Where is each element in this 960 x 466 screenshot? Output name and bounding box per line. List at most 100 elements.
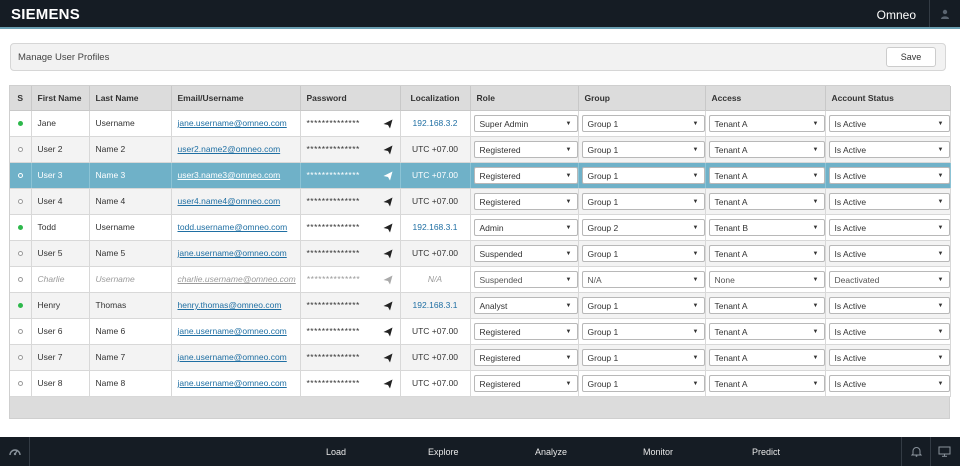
nav-explore[interactable]: Explore (428, 447, 459, 457)
send-icon[interactable] (383, 197, 393, 207)
gauge-icon[interactable] (8, 445, 22, 459)
table-row[interactable]: User 7 Name 7 jane.username@omneo.com *****… (10, 344, 951, 371)
access-select[interactable]: Tenant A ▼ (708, 296, 824, 314)
localization-value[interactable]: 192.168.3.2 (412, 118, 458, 128)
nav-monitor[interactable]: Monitor (643, 447, 674, 457)
col-header-status[interactable]: S (10, 86, 32, 111)
access-select[interactable]: Tenant A ▼ (708, 140, 824, 158)
email-link[interactable]: jane.username@omneo.com (177, 118, 287, 128)
col-header-password[interactable]: Password (300, 86, 401, 111)
send-icon[interactable] (383, 275, 393, 285)
account-status-select[interactable]: Is Active ▼ (828, 114, 949, 132)
access-select[interactable]: Tenant A ▼ (708, 244, 824, 262)
col-header-email[interactable]: Email/Username (171, 86, 301, 111)
screen-icon[interactable] (938, 446, 951, 457)
col-header-localization[interactable]: Localization (400, 86, 471, 111)
email-link[interactable]: jane.username@omneo.com (177, 378, 287, 388)
group-select[interactable]: Group 1 ▼ (581, 244, 704, 262)
role-select[interactable]: Registered ▼ (473, 140, 577, 158)
send-icon[interactable] (383, 171, 393, 181)
access-select[interactable]: Tenant A ▼ (708, 322, 824, 340)
account-status-select[interactable]: Is Active ▼ (828, 218, 949, 236)
table-row[interactable]: User 4 Name 4 user4.name4@omneo.com *******… (10, 188, 951, 215)
table-row[interactable]: User 2 Name 2 user2.name2@omneo.com *******… (10, 136, 951, 163)
send-icon[interactable] (383, 353, 393, 363)
table-row[interactable]: User 6 Name 6 jane.username@omneo.com *****… (10, 318, 951, 345)
role-select[interactable]: Super Admin ▼ (473, 114, 577, 132)
save-button[interactable]: Save (886, 47, 936, 67)
access-select[interactable]: Tenant A ▼ (708, 374, 824, 392)
nav-load[interactable]: Load (326, 447, 347, 457)
send-icon[interactable] (383, 249, 393, 259)
table-row[interactable]: Charlie Username charlie.username@omneo.co… (10, 266, 951, 293)
table-row[interactable]: Henry Thomas henry.thomas@omneo.com *******… (10, 292, 951, 319)
user-icon[interactable] (940, 9, 950, 19)
group-select[interactable]: Group 1 ▼ (581, 374, 704, 392)
group-select[interactable]: Group 1 ▼ (581, 348, 704, 366)
role-select[interactable]: Registered ▼ (473, 322, 577, 340)
send-icon[interactable] (383, 327, 393, 337)
account-status-select[interactable]: Is Active ▼ (828, 192, 949, 210)
group-select[interactable]: Group 1 ▼ (581, 192, 704, 210)
role-select[interactable]: Registered ▼ (473, 348, 577, 366)
access-select[interactable]: Tenant A ▼ (708, 348, 824, 366)
send-icon[interactable] (383, 223, 393, 233)
send-icon[interactable] (383, 145, 393, 155)
account-status-select[interactable]: Is Active ▼ (828, 140, 949, 158)
account-status-select[interactable]: Deactivated ▼ (828, 270, 949, 288)
email-link[interactable]: todd.username@omneo.com (177, 222, 288, 232)
bell-icon[interactable] (911, 446, 922, 457)
group-select[interactable]: Group 2 ▼ (581, 218, 704, 236)
account-status-select[interactable]: Is Active ▼ (828, 374, 949, 392)
access-select[interactable]: Tenant B ▼ (708, 218, 824, 236)
access-select[interactable]: Tenant A ▼ (708, 192, 824, 210)
email-link[interactable]: user2.name2@omneo.com (177, 144, 281, 154)
role-select[interactable]: Admin ▼ (473, 218, 577, 236)
group-select[interactable]: Group 1 ▼ (581, 166, 704, 184)
send-icon[interactable] (383, 119, 393, 129)
email-link[interactable]: user4.name4@omneo.com (177, 196, 281, 206)
col-header-role[interactable]: Role (470, 86, 579, 111)
localization-value[interactable]: 192.168.3.1 (412, 222, 458, 232)
access-select[interactable]: None ▼ (708, 270, 824, 288)
table-row[interactable]: User 8 Name 8 jane.username@omneo.com *****… (10, 370, 951, 397)
role-select[interactable]: Registered ▼ (473, 192, 577, 210)
col-header-access[interactable]: Access (705, 86, 826, 111)
account-status-select[interactable]: Is Active ▼ (828, 322, 949, 340)
col-header-account-status[interactable]: Account Status (825, 86, 951, 111)
send-icon[interactable] (383, 379, 393, 389)
col-header-last-name[interactable]: Last Name (89, 86, 172, 111)
nav-predict[interactable]: Predict (752, 447, 781, 457)
group-select[interactable]: Group 1 ▼ (581, 114, 704, 132)
send-icon[interactable] (383, 301, 393, 311)
localization-value[interactable]: 192.168.3.1 (412, 300, 458, 310)
email-link[interactable]: henry.thomas@omneo.com (177, 300, 282, 310)
email-link[interactable]: jane.username@omneo.com (177, 248, 287, 258)
email-link[interactable]: user3.name3@omneo.com (177, 170, 281, 180)
account-status-select[interactable]: Is Active ▼ (828, 166, 949, 184)
email-link[interactable]: jane.username@omneo.com (177, 352, 287, 362)
role-select[interactable]: Registered ▼ (473, 166, 577, 184)
access-select[interactable]: Tenant A ▼ (708, 114, 824, 132)
nav-analyze[interactable]: Analyze (535, 447, 568, 457)
role-select[interactable]: Suspended ▼ (473, 270, 577, 288)
group-select[interactable]: N/A ▼ (581, 270, 704, 288)
email-link[interactable]: jane.username@omneo.com (177, 326, 287, 336)
col-header-group[interactable]: Group (578, 86, 706, 111)
table-row[interactable]: Todd Username todd.username@omneo.com *****… (10, 214, 951, 241)
access-select[interactable]: Tenant A ▼ (708, 166, 824, 184)
account-status-select[interactable]: Is Active ▼ (828, 244, 949, 262)
table-row[interactable]: User 5 Name 5 jane.username@omneo.com *****… (10, 240, 951, 267)
role-select[interactable]: Analyst ▼ (473, 296, 577, 314)
col-header-first-name[interactable]: First Name (31, 86, 90, 111)
account-status-select[interactable]: Is Active ▼ (828, 296, 949, 314)
group-select[interactable]: Group 1 ▼ (581, 140, 704, 158)
email-link[interactable]: charlie.username@omneo.com (177, 274, 296, 284)
role-select[interactable]: Suspended ▼ (473, 244, 577, 262)
account-status-select[interactable]: Is Active ▼ (828, 348, 949, 366)
group-select[interactable]: Group 1 ▼ (581, 296, 704, 314)
role-select[interactable]: Registered ▼ (473, 374, 577, 392)
group-select[interactable]: Group 1 ▼ (581, 322, 704, 340)
table-row[interactable]: Jane Username jane.username@omneo.com *****… (10, 110, 951, 137)
table-row[interactable]: User 3 Name 3 user3.name3@omneo.com *******… (10, 162, 951, 189)
